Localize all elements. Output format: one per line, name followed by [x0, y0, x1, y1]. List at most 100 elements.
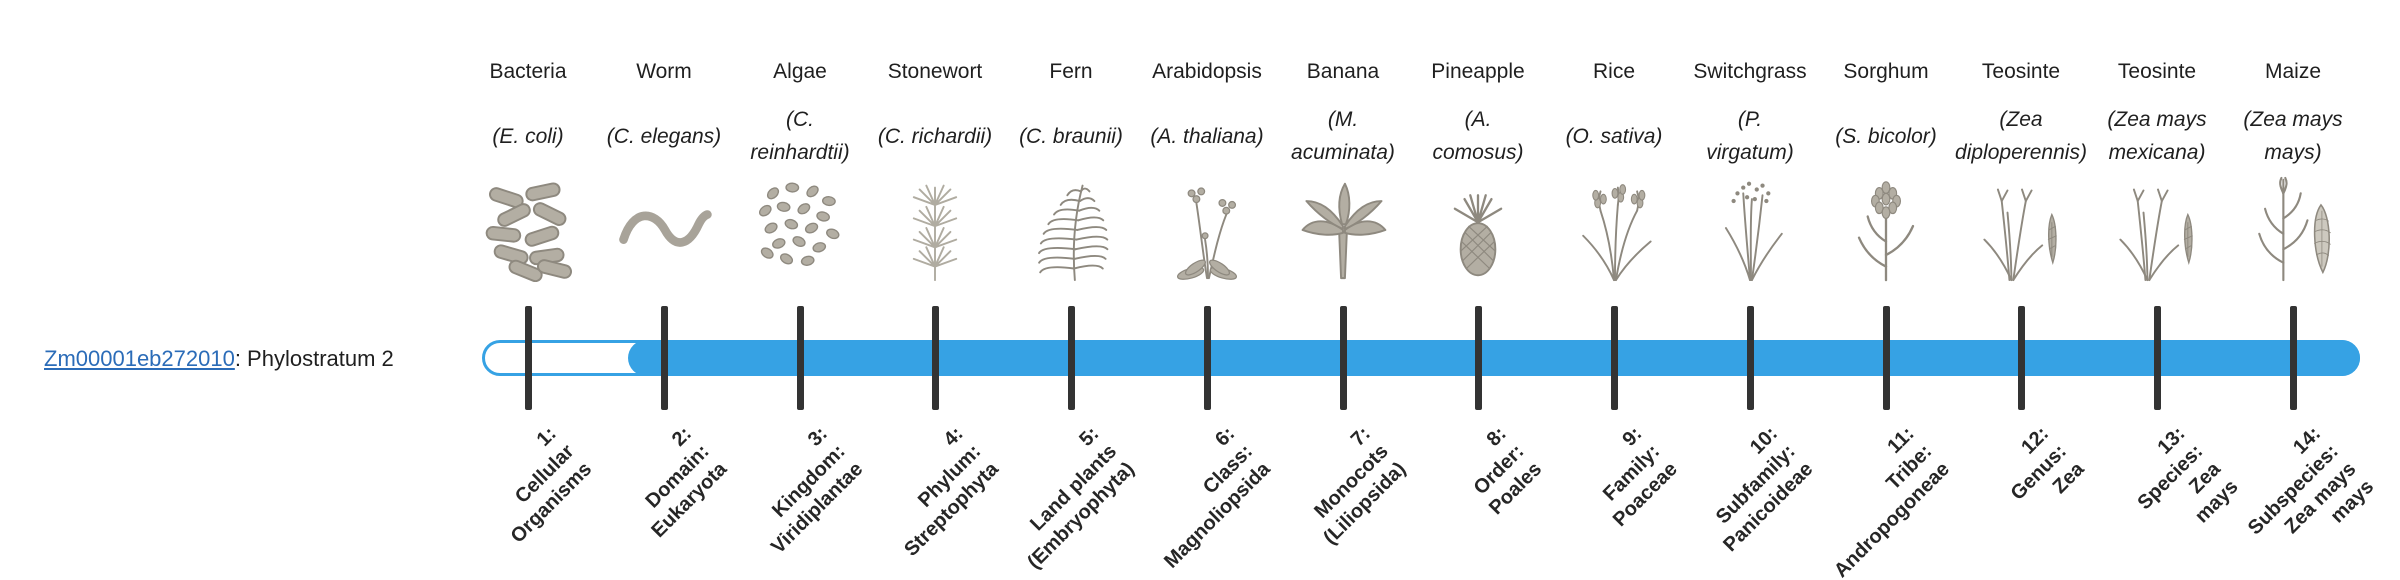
phylostratum-tick	[1474, 306, 1482, 410]
taxon-column: Pineapple (A. comosus) 8: Order: Poales	[1398, 0, 1558, 580]
taxon-scientific-name-line: (M.	[1327, 108, 1359, 131]
teosinte-icon	[2105, 176, 2209, 282]
phylostratum-label: 1: Cellular Organisms	[470, 422, 597, 549]
taxon-common-name: Rice	[1592, 60, 1635, 83]
phylostratum-tick	[1610, 306, 1618, 410]
taxon-scientific-name: (C. elegans)	[564, 100, 764, 172]
maize-icon	[2241, 176, 2345, 282]
taxon-common-name: Banana	[1306, 60, 1380, 83]
taxon-scientific-name: (C. braunii)	[971, 100, 1171, 172]
phylostratum-tick	[1339, 306, 1347, 410]
taxon-scientific-name-line: comosus)	[1432, 141, 1524, 164]
taxon-scientific-name-line: (O. sativa)	[1565, 124, 1663, 148]
gene-phylostratum-text: : Phylostratum 2	[234, 346, 394, 371]
taxon-column: Arabidopsis (A. thaliana) 6: Class: Magnoli…	[1127, 0, 1287, 580]
taxon-scientific-name-line: mexicana)	[2108, 141, 2206, 164]
phylostratum-tick	[1067, 306, 1075, 410]
taxon-common-name: Teosinte	[1981, 60, 2061, 83]
phylostratum-tick	[931, 306, 939, 410]
arabidopsis-icon	[1155, 176, 1259, 282]
taxon-scientific-name: (C. richardii)	[835, 100, 1035, 172]
taxon-scientific-name: (Zea diploperennis)	[1921, 100, 2121, 172]
taxon-scientific-name-line: (A. thaliana)	[1150, 124, 1264, 148]
taxon-scientific-name-line: (P.	[1737, 108, 1763, 131]
taxon-scientific-name: (Zea mays mexicana)	[2057, 100, 2257, 172]
phylostratum-label: 8: Order: Poales	[1448, 422, 1547, 521]
phylostratum-tick	[1882, 306, 1890, 410]
taxon-scientific-name-line: diploperennis)	[1955, 141, 2087, 164]
taxon-column: Stonewort (C. richardii) 4: Phylum: Streptop…	[855, 0, 1015, 580]
taxon-scientific-name: (P. virgatum)	[1650, 100, 1850, 172]
switchgrass-icon	[1698, 176, 1802, 282]
gene-id-link[interactable]: Zm00001eb272010	[44, 346, 235, 371]
banana-icon	[1291, 176, 1395, 282]
taxon-common-name: Fern	[1049, 60, 1093, 83]
phylostratum-label: 4: Phylum: Streptophyta	[864, 422, 1004, 562]
taxon-scientific-name-line: (C. richardii)	[877, 124, 993, 148]
phylostratum-label: 14: Subspecies: Zea mays mays	[2226, 422, 2380, 576]
taxon-column: Switchgrass (P. virgatum) 10: Subfamily: Pan…	[1670, 0, 1830, 580]
phylostratum-label: 7: Monocots (Liliopsida)	[1284, 422, 1412, 550]
taxon-common-name: Sorghum	[1843, 60, 1929, 83]
pineapple-icon	[1426, 176, 1530, 282]
taxon-common-name: Teosinte	[2117, 60, 2197, 83]
taxon-scientific-name: (Zea mays mays)	[2193, 100, 2393, 172]
phylostratum-tick	[2017, 306, 2025, 410]
taxon-scientific-name-line: (A.	[1464, 108, 1492, 131]
stonewort-icon	[883, 176, 987, 282]
taxon-scientific-name: (A. thaliana)	[1107, 100, 1307, 172]
taxon-scientific-name-line: reinhardtii)	[750, 141, 850, 164]
algae-icon	[748, 176, 852, 282]
taxon-scientific-name-line: (E. coli)	[492, 124, 564, 148]
taxon-column: Bacteria (E. coli) 1: Cellular Organisms	[448, 0, 608, 580]
taxon-scientific-name-line: (S. bicolor)	[1835, 124, 1937, 148]
taxon-column: Algae (C. reinhardtii) 3: Kingdom: Viridiplan…	[720, 0, 880, 580]
phylostratum-label: 10: Subfamily: Panicoideae	[1683, 422, 1819, 558]
taxon-scientific-name-line: mays)	[2264, 141, 2322, 164]
phylostratum-label: 11: Tribe: Andropogoneae	[1794, 422, 1955, 580]
taxon-scientific-name-line: (C. elegans)	[606, 124, 722, 148]
taxon-column: Rice (O. sativa) 9: Family: Poaceae	[1534, 0, 1694, 580]
taxon-scientific-name: (S. bicolor)	[1786, 100, 1986, 172]
taxon-scientific-name: (M. acuminata)	[1243, 100, 1443, 172]
gene-label: Zm00001eb272010: Phylostratum 2	[44, 346, 394, 372]
phylostratum-label: 12: Genus: Zea	[1988, 422, 2090, 524]
phylostratum-tick	[796, 306, 804, 410]
taxon-common-name: Maize	[2264, 60, 2322, 83]
taxon-common-name: Pineapple	[1431, 60, 1525, 83]
taxon-column: Worm (C. elegans) 2: Domain: Eukaryota	[584, 0, 744, 580]
taxon-scientific-name-line: (Zea mays	[2107, 108, 2207, 131]
taxon-scientific-name: (E. coli)	[428, 100, 628, 172]
taxon-common-name: Bacteria	[489, 60, 567, 83]
taxon-scientific-name-line: (Zea mays	[2243, 108, 2343, 131]
taxon-scientific-name: (A. comosus)	[1378, 100, 1578, 172]
phylostrata-bar-fill	[628, 340, 2360, 376]
taxon-scientific-name-line: virgatum)	[1706, 141, 1794, 164]
taxon-common-name: Worm	[636, 60, 692, 83]
taxon-scientific-name-line: (Zea	[1999, 108, 2043, 131]
taxon-column: Fern (C. braunii) 5: Land plants (Embryophyt…	[991, 0, 1151, 580]
taxon-column: Maize (Zea mays mays) 14: Subspecies: Zea ma…	[2213, 0, 2378, 580]
phylostratum-tick	[1746, 306, 1754, 410]
taxon-scientific-name-line: (C.	[786, 108, 814, 131]
taxon-column: Teosinte (Zea mays mexicana) 13: Species: Ze…	[2077, 0, 2242, 580]
fern-icon	[1019, 176, 1123, 282]
taxon-common-name: Arabidopsis	[1152, 60, 1262, 83]
taxon-scientific-name: (O. sativa)	[1514, 100, 1714, 172]
phylostratum-tick	[524, 306, 532, 410]
taxon-scientific-name-line: acuminata)	[1291, 141, 1395, 164]
phylostratum-label: 5: Land plants (Embryophyta)	[987, 422, 1140, 575]
taxon-scientific-name-line: (C. braunii)	[1019, 124, 1123, 148]
taxon-common-name: Algae	[773, 60, 827, 83]
taxon-common-name: Switchgrass	[1693, 60, 1807, 83]
bacteria-icon	[476, 176, 580, 282]
phylostratum-label: 6: Class: Magnoliopsida	[1124, 422, 1276, 574]
taxon-scientific-name: (C. reinhardtii)	[700, 100, 900, 172]
taxon-column: Sorghum (S. bicolor) 11: Tribe: Andropogone…	[1806, 0, 1966, 580]
taxon-column: Banana (M. acuminata) 7: Monocots (Liliopsida…	[1263, 0, 1423, 580]
phylostratum-label: 2: Domain: Eukaryota	[612, 422, 733, 543]
taxon-column: Teosinte (Zea diploperennis) 12: Genus: Zea	[1941, 0, 2101, 580]
phylostratum-label: 3: Kingdom: Viridiplantae	[731, 422, 869, 560]
phylostratum-tick	[1203, 306, 1211, 410]
